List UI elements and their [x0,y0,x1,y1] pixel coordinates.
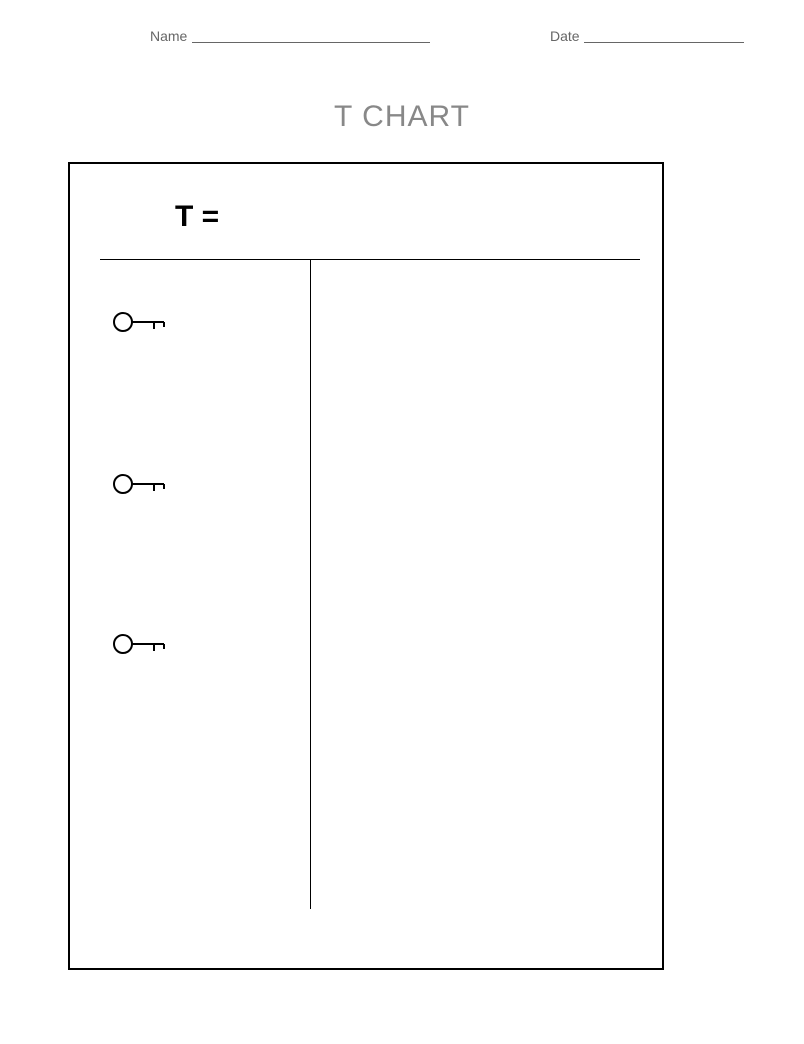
t-chart-center-line [310,259,311,909]
t-chart-top-line [100,259,640,260]
key-icon [112,472,170,496]
t-equals-label: T = [175,200,219,234]
date-underline [584,42,744,43]
key-icon [112,310,170,334]
name-underline [192,42,430,43]
date-label: Date [550,28,580,44]
key-icon [112,632,170,656]
page-title: T CHART [0,100,804,134]
t-chart-box: T = [68,162,664,970]
name-label: Name [150,28,187,44]
